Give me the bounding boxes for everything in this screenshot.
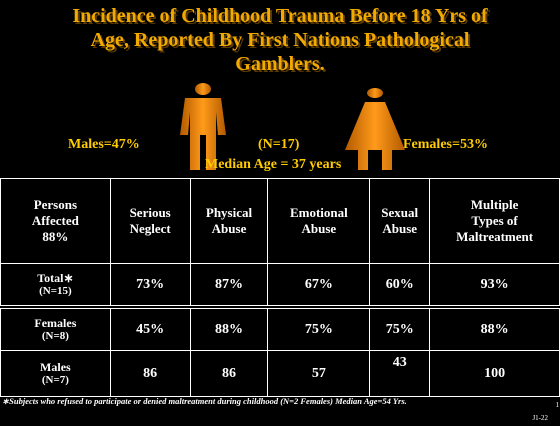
header-line: Abuse [301,221,337,236]
female-icon [345,88,405,170]
cell: 93% [429,263,560,308]
cell: 45% [109,305,191,351]
header-line: Persons [33,197,78,212]
label-line: Females [34,315,77,330]
table: Persons Affected 88% Serious Neglect Physic… [0,178,560,397]
row-label: Females (N=8) [0,305,111,351]
header-cell: Serious Neglect [109,178,191,264]
header-line: Abuse [211,221,247,236]
icons [180,83,405,170]
header-line: Emotional [289,205,348,220]
cell: 57 [267,350,371,397]
cell: 87% [189,263,269,308]
male-icon [180,83,226,170]
slide-id: J1-22 [532,414,548,422]
label-line: (N=15) [39,284,72,297]
footnote: ∗Subjects who refused to participate or … [2,396,407,406]
header-cell: Persons Affected 88% [0,178,111,264]
females-stat: Females=53% [403,137,488,152]
page-number: 1 [555,401,560,409]
n-stat: (N=17) [258,137,300,152]
cell: 88% [429,305,560,351]
header-line: Neglect [129,221,171,236]
cell: 86 [109,350,191,397]
header-row: Persons Affected 88% Serious Neglect Physic… [0,178,560,264]
total-row: Total∗ (N=15) 73% 87% 67% 60% 93% [0,263,560,308]
title-line: Incidence of Childhood Trauma Before 18 … [72,5,488,27]
cell: 75% [267,305,371,351]
label-line: (N=8) [41,329,69,342]
cell: 67% [267,263,371,308]
header-line: Serious [129,205,171,220]
cell: 43 [369,350,431,397]
cell: 100 [429,350,560,397]
header-line: Affected [31,213,79,228]
title: Incidence of Childhood Trauma Before 18 … [0,4,560,76]
header-line: Abuse [382,221,418,236]
header-cell: Multiple Types of Maltreatment [429,178,560,264]
median-stat: Median Age = 37 years [205,157,342,172]
header-line: Sexual [381,205,419,220]
header-line: Types of [471,213,518,228]
header-cell: Emotional Abuse [267,178,371,264]
header-line: Physical [205,205,253,220]
cell: 73% [109,263,191,308]
males-row: Males (N=7) 86 86 57 43 100 [0,350,560,397]
title-line: Gamblers. [235,53,325,75]
label-line: (N=7) [41,373,69,386]
males-stat: Males=47% [68,137,140,152]
label-line: Total∗ [37,270,74,285]
cell: 88% [189,305,269,351]
header-line: 88% [42,229,69,244]
title-line: Age, Reported By First Nations Pathologi… [90,29,470,51]
females-row: Females (N=8) 45% 88% 75% 75% 88% [0,305,560,351]
cell: 86 [189,350,269,397]
cell: 75% [369,305,431,351]
header-line: Multiple [470,197,519,212]
cell: 60% [369,263,431,308]
row-label: Males (N=7) [0,350,111,397]
label-line: Males [40,359,71,374]
header-line: Maltreatment [456,229,534,244]
header-cell: Sexual Abuse [369,178,431,264]
row-label: Total∗ (N=15) [0,263,111,308]
header-cell: Physical Abuse [189,178,269,264]
